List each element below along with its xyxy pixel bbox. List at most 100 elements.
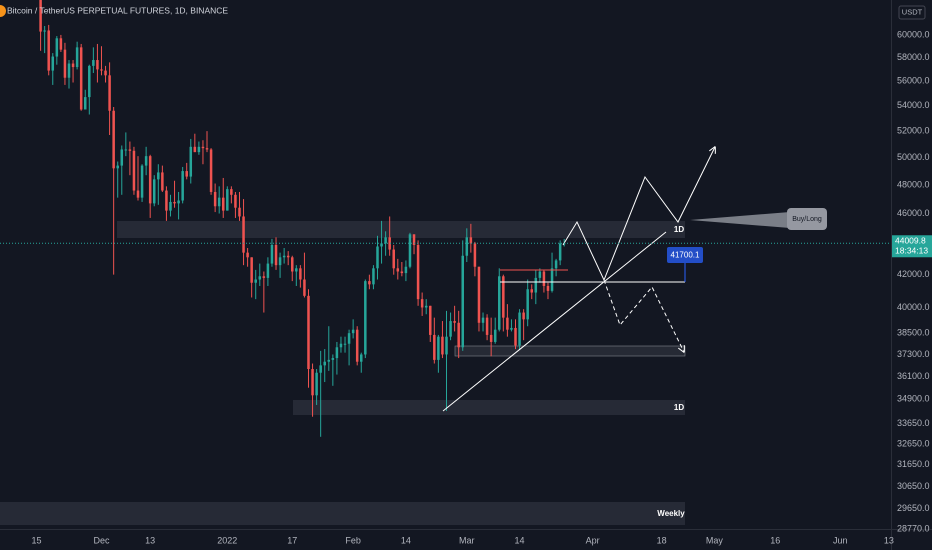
candle-body bbox=[51, 56, 55, 71]
x-tick-label: Jun bbox=[833, 535, 848, 545]
candle-body bbox=[63, 49, 67, 78]
candle-body bbox=[43, 30, 46, 32]
candle-body bbox=[124, 149, 128, 151]
candle-body bbox=[148, 156, 152, 204]
candle-body bbox=[502, 276, 505, 318]
candle-body bbox=[498, 276, 501, 330]
candle-body bbox=[469, 237, 473, 244]
candle-body bbox=[392, 249, 395, 269]
candle-body bbox=[550, 268, 554, 291]
candle-body bbox=[161, 172, 164, 191]
y-tick-label: 54000.0 bbox=[897, 100, 930, 110]
candle-body bbox=[112, 110, 115, 169]
candle-body bbox=[412, 234, 416, 245]
candle-body bbox=[71, 63, 75, 68]
candle-body bbox=[518, 312, 521, 346]
x-tick-label: 2022 bbox=[217, 535, 237, 545]
candle-body bbox=[331, 358, 335, 360]
symbol-icon bbox=[0, 5, 6, 17]
candle-body bbox=[351, 329, 355, 334]
candle-body bbox=[234, 194, 237, 208]
candle-body bbox=[67, 63, 71, 78]
candle-body bbox=[445, 336, 448, 355]
y-tick-label: 37300.0 bbox=[897, 349, 930, 359]
y-tick-label: 40000.0 bbox=[897, 302, 930, 312]
y-tick-label: 31650.0 bbox=[897, 459, 930, 469]
candle-body bbox=[433, 334, 436, 360]
candle-body bbox=[96, 60, 99, 70]
zone-label: 1D bbox=[674, 225, 684, 234]
currency-label[interactable]: USDT bbox=[902, 7, 923, 16]
candle-body bbox=[360, 354, 363, 362]
zone-label: Weekly bbox=[657, 509, 685, 518]
candle-body bbox=[441, 336, 444, 355]
y-tick-label: 50000.0 bbox=[897, 152, 930, 162]
candle-body bbox=[299, 268, 302, 280]
candle-body bbox=[368, 281, 371, 285]
candle-body bbox=[173, 201, 176, 204]
candle-body bbox=[140, 165, 144, 198]
resistance-zone bbox=[117, 221, 685, 238]
candle-body bbox=[408, 234, 412, 267]
projection-path bbox=[562, 147, 715, 282]
zone-label: 1D bbox=[674, 403, 684, 412]
candle-body bbox=[416, 244, 420, 300]
y-tick-label: 60000.0 bbox=[897, 29, 930, 39]
candle-body bbox=[136, 190, 140, 198]
y-tick-label: 33650.0 bbox=[897, 418, 930, 428]
x-tick-label: May bbox=[706, 535, 724, 545]
y-tick-label: 46000.0 bbox=[897, 208, 930, 218]
candle-body bbox=[100, 69, 103, 71]
candle-body bbox=[355, 329, 359, 362]
candle-body bbox=[506, 317, 509, 330]
candle-body bbox=[449, 321, 452, 337]
candle-body bbox=[250, 257, 253, 283]
y-tick-label: 36100.0 bbox=[897, 371, 930, 381]
x-tick-label: Apr bbox=[586, 535, 600, 545]
candle-body bbox=[473, 243, 477, 267]
candle-body bbox=[303, 279, 306, 296]
candle-body bbox=[400, 271, 404, 274]
alt-projection-path bbox=[603, 279, 684, 352]
y-tick-label: 42000.0 bbox=[897, 269, 930, 279]
candle-body bbox=[59, 38, 63, 50]
candle-body bbox=[88, 65, 91, 98]
callout-label: Buy/Long bbox=[792, 216, 822, 223]
candle-body bbox=[347, 333, 351, 344]
candle-body bbox=[152, 179, 156, 204]
candle-body bbox=[376, 246, 379, 269]
candle-body bbox=[420, 299, 424, 308]
candle-body bbox=[39, 0, 42, 32]
y-tick-label: 56000.0 bbox=[897, 76, 930, 86]
candle-body bbox=[201, 146, 205, 149]
drawings: Buy/Long 1D 1D Weekly 41700.1 bbox=[442, 147, 827, 518]
candle-body bbox=[197, 146, 201, 153]
candle-body bbox=[144, 156, 148, 166]
candle-body bbox=[323, 361, 326, 366]
candle-body bbox=[92, 60, 95, 66]
candle-body bbox=[238, 207, 241, 217]
candle-body bbox=[429, 305, 432, 335]
candle-body bbox=[514, 327, 517, 346]
candle-body bbox=[453, 321, 456, 323]
candle-body bbox=[226, 189, 229, 211]
candle-body bbox=[437, 336, 440, 360]
candle-body bbox=[558, 243, 562, 261]
currency-button[interactable] bbox=[898, 5, 926, 20]
candle-body bbox=[282, 255, 286, 258]
candle-body bbox=[477, 266, 481, 323]
candle-body bbox=[311, 369, 314, 396]
candle-body bbox=[315, 372, 318, 396]
candle-body bbox=[262, 276, 266, 278]
candle-body bbox=[79, 47, 83, 110]
candle-body bbox=[132, 150, 136, 191]
x-tick-label: 16 bbox=[770, 535, 780, 545]
candle-body bbox=[510, 327, 513, 330]
candle-body bbox=[266, 263, 270, 278]
support-zone bbox=[293, 400, 685, 415]
candle-body bbox=[339, 343, 343, 348]
y-tick-label: 28770.0 bbox=[897, 523, 930, 533]
callout-box bbox=[787, 208, 827, 230]
